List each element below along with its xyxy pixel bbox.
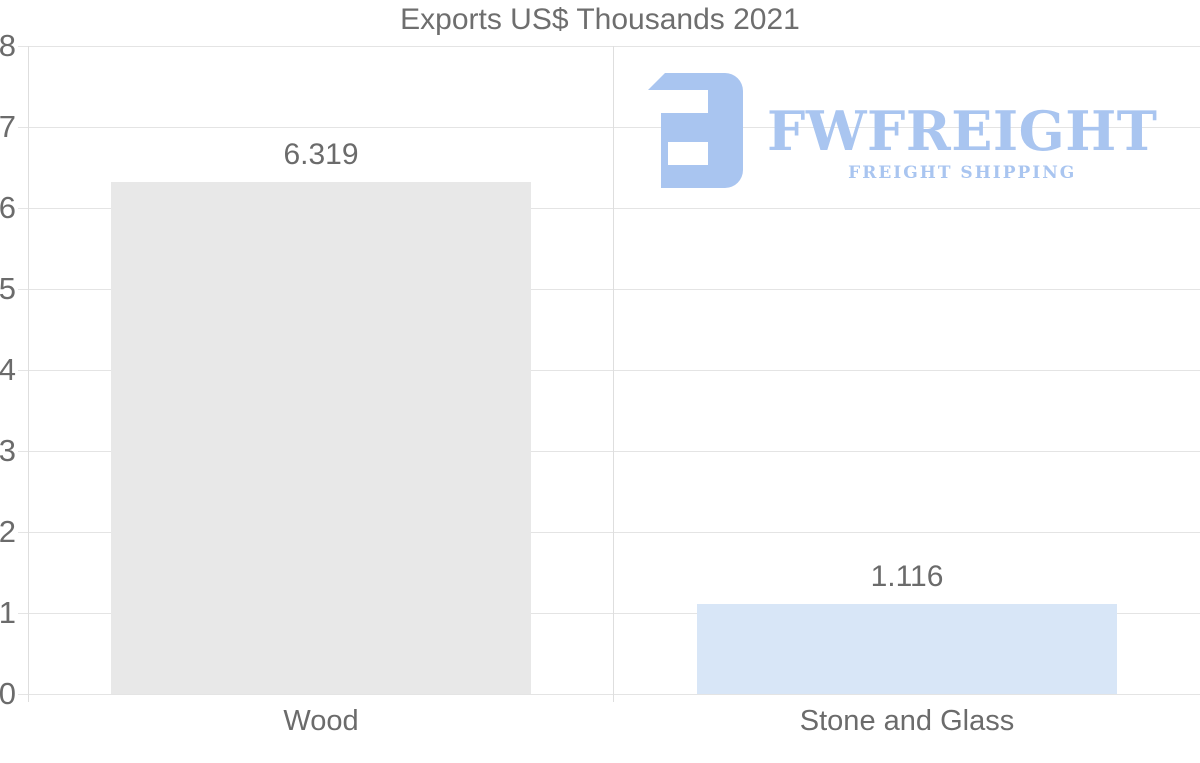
y-tick-label-6: 6 — [0, 189, 16, 225]
x-axis-labels: Wood Stone and Glass — [28, 703, 1200, 739]
y-tick-label-2: 2 — [0, 513, 16, 549]
y-tick-label-7: 7 — [0, 108, 16, 144]
y-tick-label-8: 8 — [0, 27, 16, 63]
gridline-5 — [18, 288, 1200, 290]
x-axis-label-wood: Wood — [283, 705, 359, 737]
bar-value-label-wood: 6.319 — [283, 138, 359, 172]
bar-stone-and-glass — [697, 603, 1117, 694]
logo-subtitle: FREIGHT SHIPPING — [848, 163, 1077, 183]
y-tick-label-3: 3 — [0, 432, 16, 468]
y-axis-line — [28, 46, 29, 702]
gridline-6 — [18, 207, 1200, 209]
gridline-0 — [18, 693, 1200, 695]
gridline-7 — [18, 126, 1200, 128]
y-tick-label-0: 0 — [0, 675, 16, 711]
gridline-4 — [18, 369, 1200, 371]
y-tick-label-5: 5 — [0, 270, 16, 306]
gridline-1 — [18, 612, 1200, 614]
logo-text-block: FWFREIGHT FREIGHT SHIPPING — [767, 73, 1157, 188]
x-axis-label-stone-and-glass: Stone and Glass — [799, 705, 1015, 737]
fwfreight-logo-icon — [648, 73, 743, 188]
chart-title: Exports US$ Thousands 2021 — [400, 3, 800, 36]
bar-group-wood: 6.319 — [28, 46, 614, 694]
plot-area: 0 1 2 3 4 5 6 7 8 6.319 1.116 — [0, 30, 1200, 709]
gridline-3 — [18, 450, 1200, 452]
bar-value-label-stone-and-glass: 1.116 — [870, 559, 944, 593]
fwfreight-logo: FWFREIGHT FREIGHT SHIPPING — [648, 73, 1157, 188]
logo-wordmark: FWFREIGHT — [767, 99, 1158, 163]
gridline-8 — [18, 45, 1200, 47]
bar-group-stone-and-glass: 1.116 — [614, 46, 1200, 694]
y-tick-label-1: 1 — [0, 594, 16, 630]
y-tick-label-4: 4 — [0, 351, 16, 387]
category-separator-line — [613, 46, 614, 702]
bars-layer: 6.319 1.116 — [28, 46, 1200, 694]
gridline-2 — [18, 531, 1200, 533]
bar-wood — [111, 182, 531, 694]
